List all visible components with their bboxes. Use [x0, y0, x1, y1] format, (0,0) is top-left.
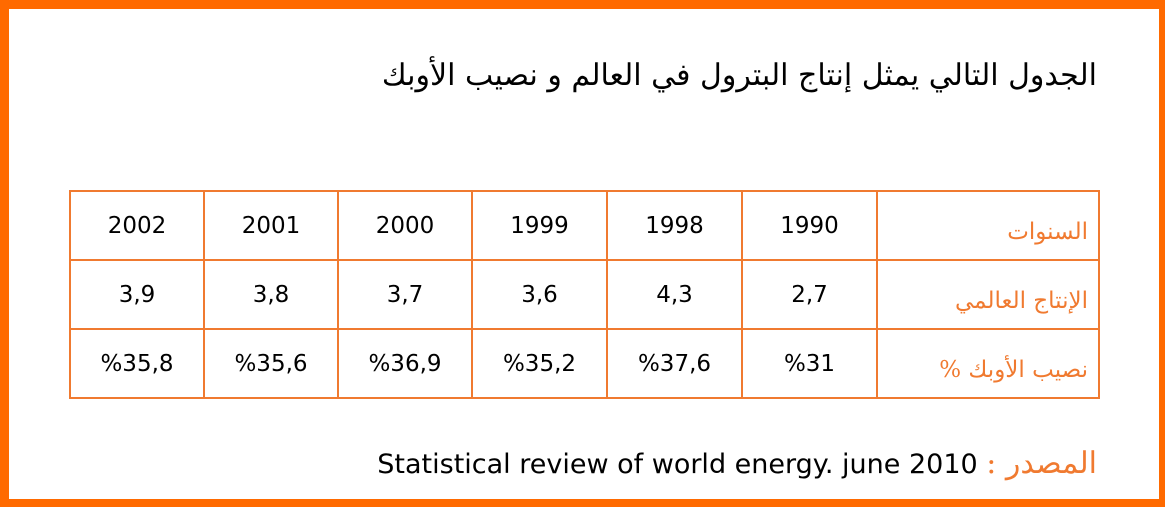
page-title: الجدول التالي يمثل إنتاج البترول في العا…	[381, 58, 1097, 93]
table-row-world-production: 3,9 3,8 3,7 3,6 4,3 2,7 الإنتاج العالمي	[69, 259, 1100, 330]
table-cell: %35,2	[471, 328, 608, 399]
table-cell: 3,8	[203, 259, 339, 330]
source-label: المصدر :	[986, 446, 1097, 481]
table-cell: 1999	[471, 190, 608, 261]
source-text: Statistical review of world energy. june…	[377, 449, 978, 480]
table-cell: 2,7	[741, 259, 878, 330]
table-cell: %37,6	[606, 328, 743, 399]
table-cell: 1990	[741, 190, 878, 261]
source-line: Statistical review of world energy. june…	[377, 446, 1097, 481]
row-header-label: نصيب الأوبك %	[939, 356, 1088, 383]
table-cell: 3,7	[337, 259, 473, 330]
table-cell: %36,9	[337, 328, 473, 399]
row-header-years: السنوات	[876, 190, 1100, 261]
table-cell: 3,6	[471, 259, 608, 330]
table-row-opec-share: %35,8 %35,6 %36,9 %35,2 %37,6 %31 نصيب ا…	[69, 328, 1100, 399]
table-cell: 2001	[203, 190, 339, 261]
table-cell: %35,6	[203, 328, 339, 399]
table-row-years: 2002 2001 2000 1999 1998 1990 السنوات	[69, 190, 1100, 261]
row-header-opec-share: نصيب الأوبك %	[876, 328, 1100, 399]
table-cell: 1998	[606, 190, 743, 261]
table-cell: 2002	[69, 190, 205, 261]
table-cell: 3,9	[69, 259, 205, 330]
table-cell: %31	[741, 328, 878, 399]
row-header-label: السنوات	[1007, 218, 1088, 245]
table-cell: %35,8	[69, 328, 205, 399]
data-table: 2002 2001 2000 1999 1998 1990 السنوات 3,…	[69, 190, 1100, 399]
table-cell: 4,3	[606, 259, 743, 330]
row-header-world-production: الإنتاج العالمي	[876, 259, 1100, 330]
row-header-label: الإنتاج العالمي	[955, 287, 1088, 314]
table-cell: 2000	[337, 190, 473, 261]
